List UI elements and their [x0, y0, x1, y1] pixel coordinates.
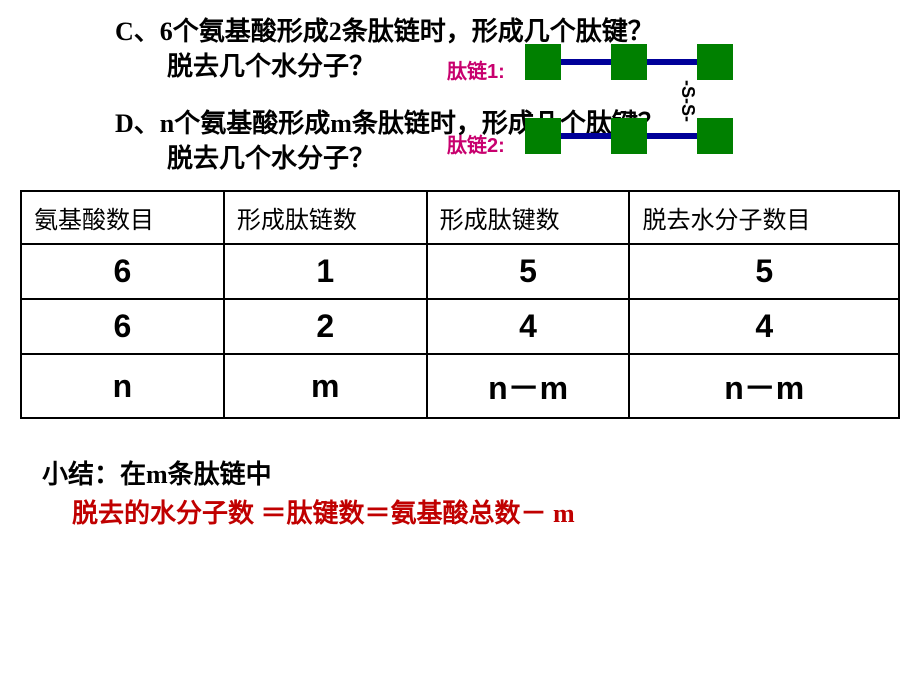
table-header: 脱去水分子数目	[629, 191, 899, 244]
table-header: 氨基酸数目	[21, 191, 224, 244]
table-cell: n	[21, 354, 224, 418]
peptide-bond	[561, 133, 611, 139]
question-d-line1: D、n个氨基酸形成m条肽链时，形成几个肽键？	[115, 106, 920, 141]
table-cell: 2	[224, 299, 427, 354]
amino-block	[611, 118, 647, 154]
summary-line1: 小结：在m条肽链中	[42, 455, 920, 494]
amino-block	[611, 44, 647, 80]
table-cell: 4	[427, 299, 630, 354]
chain2-diagram	[525, 118, 733, 154]
summary-formula-left: 脱去的水分子数	[72, 499, 254, 528]
peptide-bond	[647, 133, 697, 139]
table-header: 形成肽链数	[224, 191, 427, 244]
table-row: 6 2 4 4	[21, 299, 899, 354]
question-c-line1: C、6个氨基酸形成2条肽链时，形成几个肽键？	[115, 14, 920, 49]
table-row: 6 1 5 5	[21, 244, 899, 299]
amino-block	[525, 118, 561, 154]
table-cell: m	[224, 354, 427, 418]
table-cell: 4	[629, 299, 899, 354]
peptide-table: 氨基酸数目 形成肽链数 形成肽键数 脱去水分子数目 6 1 5 5 6 2 4 …	[20, 190, 900, 419]
disulfide-bridge: -S-S-	[677, 80, 698, 122]
summary-formula-right: ＝肽键数＝氨基酸总数－ m	[254, 499, 575, 528]
question-d: D、n个氨基酸形成m条肽链时，形成几个肽键？ 脱去几个水分子？	[115, 106, 920, 176]
table-row: n m n－m n－m	[21, 354, 899, 418]
peptide-bond	[561, 59, 611, 65]
peptide-bond	[647, 59, 697, 65]
chain1-diagram	[525, 44, 733, 80]
table-cell: 5	[629, 244, 899, 299]
table-cell: n－m	[629, 354, 899, 418]
table-cell: 1	[224, 244, 427, 299]
amino-block	[525, 44, 561, 80]
amino-block	[697, 44, 733, 80]
table-cell: 6	[21, 244, 224, 299]
table-cell: n－m	[427, 354, 630, 418]
question-c: C、6个氨基酸形成2条肽链时，形成几个肽键？ 脱去几个水分子？	[115, 14, 920, 84]
amino-block	[697, 118, 733, 154]
summary-line2: 脱去的水分子数 ＝肽键数＝氨基酸总数－ m	[72, 494, 920, 533]
summary: 小结：在m条肽链中 脱去的水分子数 ＝肽键数＝氨基酸总数－ m	[42, 455, 920, 533]
table-header: 形成肽键数	[427, 191, 630, 244]
table-header-row: 氨基酸数目 形成肽链数 形成肽键数 脱去水分子数目	[21, 191, 899, 244]
chain1-label: 肽链1:	[447, 55, 505, 84]
table-cell: 5	[427, 244, 630, 299]
chain2-label: 肽链2:	[447, 129, 505, 158]
table-cell: 6	[21, 299, 224, 354]
